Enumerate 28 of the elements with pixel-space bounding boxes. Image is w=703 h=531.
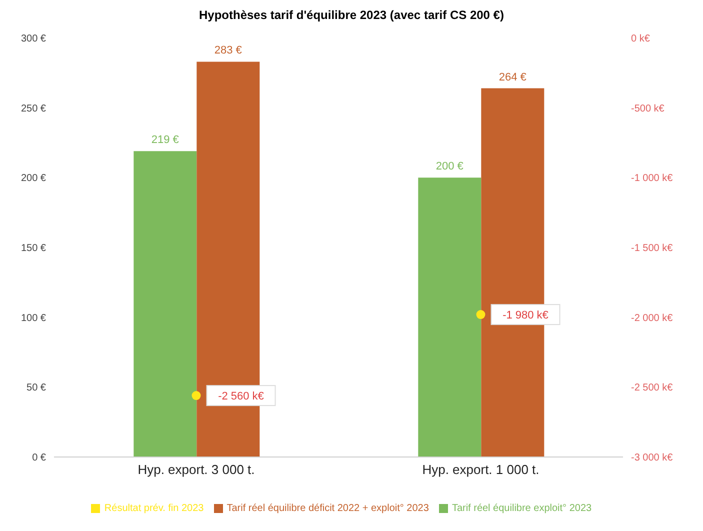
y2-tick-label: -1 500 k€ <box>631 243 674 254</box>
legend-label: Résultat prév. fin 2023 <box>104 503 204 514</box>
y2-tick-label: -500 k€ <box>631 103 665 114</box>
y-tick-label: 200 € <box>20 173 46 184</box>
y-tick-label: 50 € <box>26 382 46 394</box>
data-label: -1 980 k€ <box>502 310 548 322</box>
x-tick-label: Hyp. export. 3 000 t. <box>138 462 255 478</box>
data-label: 264 € <box>498 71 526 84</box>
data-label: 200 € <box>436 160 464 173</box>
x-tick-label: Hyp. export. 1 000 t. <box>422 462 540 478</box>
y2-tick-label: -3 000 k€ <box>631 452 674 464</box>
y-tick-label: 100 € <box>20 312 46 324</box>
bar <box>418 178 482 457</box>
data-label: 219 € <box>151 134 179 146</box>
y2-tick-label: -2 500 k€ <box>631 382 674 394</box>
chart-title: Hypothèses tarif d'équilibre 2023 (avec tarif CS 200 €) <box>198 8 505 22</box>
y-tick-label: 300 € <box>20 34 46 45</box>
legend-label: Tarif réel équilibre exploit° 2023 <box>452 503 592 514</box>
y2-tick-label: -1 000 k€ <box>631 173 674 184</box>
legend-label: Tarif réel équilibre déficit 2022 + exploit° 2023 <box>226 503 429 514</box>
bar <box>134 151 197 457</box>
y-tick-label: 150 € <box>20 243 46 254</box>
data-label: 283 € <box>214 44 242 57</box>
y2-tick-label: 0 k€ <box>631 34 650 45</box>
y-tick-label: 0 € <box>32 452 46 464</box>
y-tick-label: 250 € <box>20 103 46 114</box>
data-label: -2 560 k€ <box>218 390 264 403</box>
y2-tick-label: -2 000 k€ <box>631 312 674 324</box>
